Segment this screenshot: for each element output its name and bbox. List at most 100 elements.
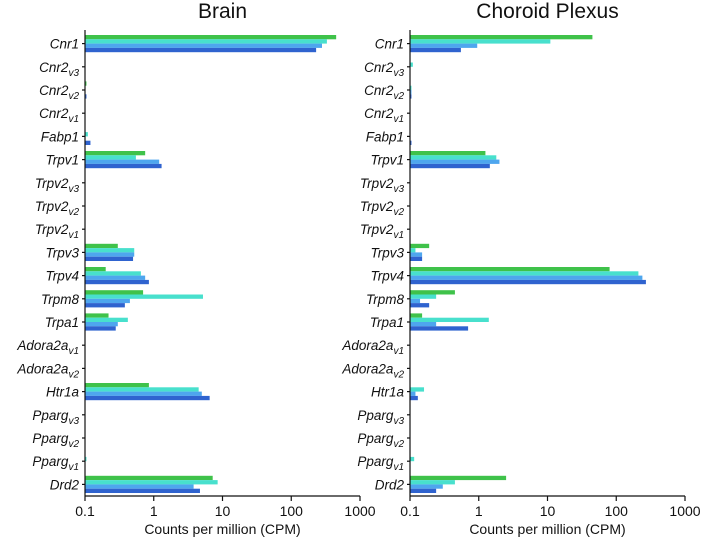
gene-label: Trpv1 — [45, 153, 79, 168]
gene-label: Drd2 — [375, 477, 405, 492]
gene-label: Cnr2v3 — [39, 60, 79, 79]
bar — [410, 456, 415, 462]
gene-label: Trpv3 — [45, 245, 79, 260]
bar — [85, 94, 87, 99]
gene-label: Trpv2v3 — [35, 176, 80, 195]
bar — [85, 313, 109, 318]
bar — [85, 456, 87, 462]
gene-label: Trpv4 — [45, 269, 79, 284]
bar — [410, 252, 423, 257]
x-tick-label: 100 — [280, 503, 304, 519]
gene-label: Trpv2v2 — [360, 199, 405, 218]
bar — [85, 275, 146, 280]
bar — [410, 155, 497, 160]
bar — [410, 47, 461, 53]
x-tick-label: 0.1 — [75, 503, 95, 519]
bar — [410, 248, 416, 253]
gene-label: Trpv2v3 — [360, 176, 405, 195]
bar — [85, 480, 218, 485]
bar — [85, 132, 88, 137]
bar — [85, 151, 146, 156]
gene-label: Trpv2v1 — [35, 222, 79, 241]
gene-label: Adora2av2 — [341, 361, 404, 380]
bar — [85, 35, 337, 40]
x-tick-label: 1000 — [669, 503, 700, 519]
x-tick-label: 100 — [605, 503, 629, 519]
bar — [85, 326, 116, 331]
bar — [85, 387, 199, 392]
gene-label: Drd2 — [50, 477, 80, 492]
bar — [410, 475, 507, 481]
bar — [85, 317, 128, 322]
gene-label: Trpv4 — [370, 269, 404, 284]
bar — [410, 279, 646, 285]
bar — [410, 275, 643, 280]
bar — [85, 243, 118, 249]
bar — [410, 395, 418, 401]
gene-label: Trpv2v1 — [360, 222, 404, 241]
bar — [410, 90, 412, 95]
bar — [85, 159, 160, 164]
chart-title: Brain — [198, 0, 247, 23]
bar — [410, 484, 443, 489]
bar — [410, 271, 639, 276]
bar — [85, 322, 118, 327]
bar — [410, 243, 430, 249]
bar — [410, 322, 437, 327]
bar — [410, 94, 412, 99]
bar — [85, 395, 210, 401]
bar — [85, 252, 135, 257]
bar — [410, 290, 455, 295]
bar — [410, 163, 490, 169]
choroid-plexus-panel: Choroid Plexus Cnr1 Cnr2v3 Cnr2v2 Cnr2v1 Fabp… — [341, 0, 700, 537]
bar — [85, 303, 125, 308]
chart-title: Choroid Plexus — [476, 0, 618, 23]
bar — [85, 484, 194, 489]
gene-label: Ppargv2 — [32, 431, 79, 450]
x-tick-label: 1000 — [344, 503, 375, 519]
gene-label: Cnr2v1 — [364, 106, 404, 125]
bar — [410, 85, 412, 90]
gene-label: Trpv2v2 — [35, 199, 80, 218]
bar — [85, 163, 162, 169]
bar — [410, 159, 500, 164]
bar — [85, 81, 87, 86]
gene-label: Trpa1 — [370, 315, 404, 330]
bar — [85, 140, 91, 145]
gene-label: Trpv3 — [370, 245, 404, 260]
bar — [410, 151, 486, 156]
bar — [85, 271, 141, 276]
gene-label: Cnr2v3 — [364, 60, 404, 79]
bar — [410, 43, 478, 48]
bar — [85, 47, 317, 53]
gene-label: Fabp1 — [41, 129, 79, 144]
bar — [410, 294, 437, 299]
bar — [410, 326, 469, 331]
x-tick-label: 1 — [150, 503, 158, 519]
bar — [410, 313, 423, 318]
bar — [410, 256, 423, 261]
gene-label: Adora2av1 — [16, 338, 79, 357]
bar — [410, 35, 593, 40]
gene-label: Trpa1 — [45, 315, 79, 330]
bar — [410, 140, 412, 145]
x-tick-label: 10 — [540, 503, 556, 519]
bar — [85, 294, 203, 299]
x-tick-label: 1 — [475, 503, 483, 519]
bar — [410, 488, 437, 493]
bar — [85, 279, 149, 285]
bar — [410, 303, 430, 308]
gene-label: Trpm8 — [366, 292, 404, 307]
bar — [85, 475, 213, 481]
x-axis-title: Counts per million (CPM) — [144, 521, 300, 537]
x-axis-title: Counts per million (CPM) — [469, 521, 625, 537]
bar — [85, 256, 134, 261]
gene-label: Ppargv3 — [357, 408, 404, 427]
bar — [410, 39, 551, 44]
gene-label: Cnr1 — [375, 37, 404, 52]
bar — [85, 383, 149, 388]
gene-label: Ppargv2 — [357, 431, 404, 450]
gene-label: Htr1a — [371, 385, 405, 400]
bar — [410, 480, 455, 485]
bar — [410, 62, 413, 67]
